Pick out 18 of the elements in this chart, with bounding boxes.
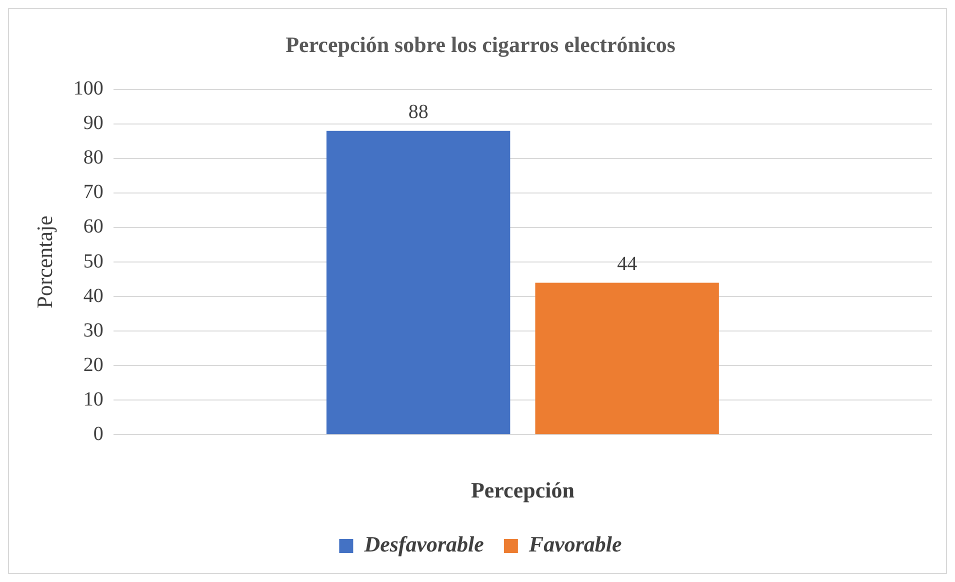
legend-label: Favorable [528,532,622,557]
y-tick-label: 30 [83,319,104,342]
y-tick-label: 0 [93,422,104,445]
y-tick-label: 90 [83,112,104,134]
y-tick-label: 40 [83,284,104,307]
y-tick-label: 60 [83,216,104,238]
y-tick-label: 80 [83,146,104,169]
y-tick-label: 50 [83,250,104,272]
y-tick-label: 10 [83,388,104,410]
x-axis-title: Percepción [470,477,574,502]
y-tick-label: 70 [83,181,104,204]
chart-title: Percepción sobre los cigarros electrónicos [286,32,676,57]
data-label: 44 [617,252,638,275]
legend-label: Desfavorable [363,532,484,557]
y-tick-label: 20 [83,354,104,376]
y-axis-title: Porcentaje [32,216,57,308]
data-label: 88 [408,101,428,124]
y-tick-label: 100 [73,78,104,100]
